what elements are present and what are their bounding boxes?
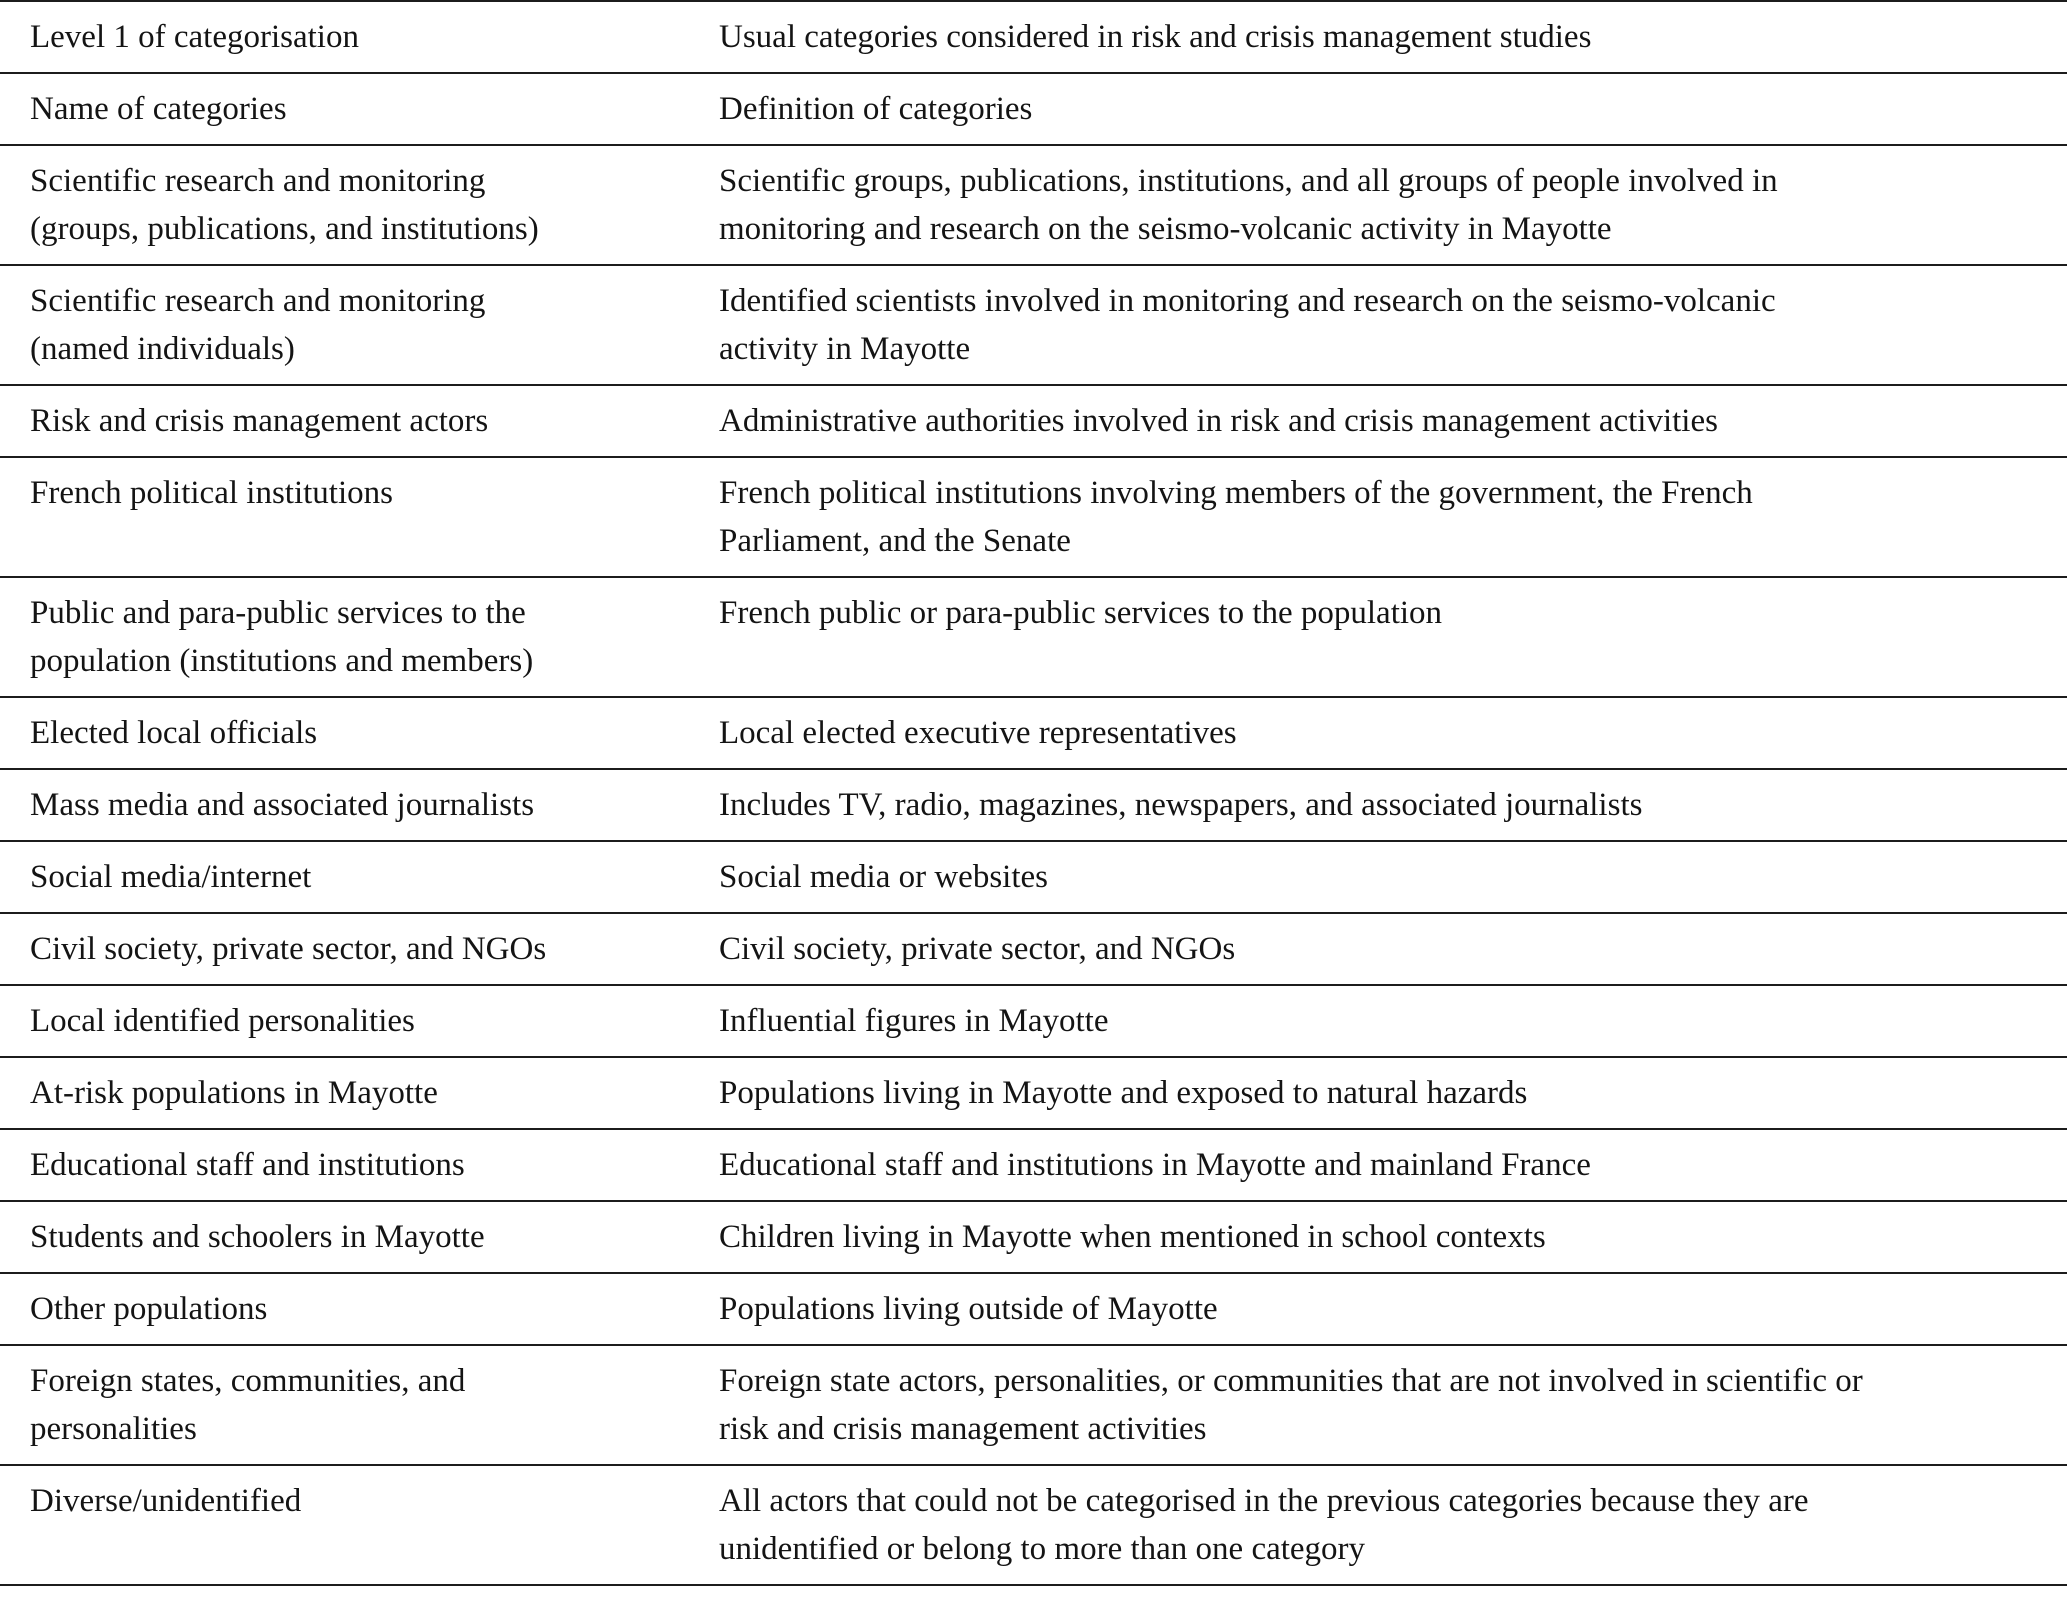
category-cell: At-risk populations in Mayotte — [30, 1075, 438, 1111]
definition-cell: French political institutions involving … — [719, 475, 1753, 559]
definition-cell: Definition of categories — [719, 91, 1033, 127]
table-row: Local identified personalities Influenti… — [0, 985, 2067, 1057]
table-row: Other populations Populations living out… — [0, 1273, 2067, 1345]
table-row: Social media/internet Social media or we… — [0, 841, 2067, 913]
category-cell: Diverse/unidentified — [30, 1483, 302, 1519]
table-row: Mass media and associated journalists In… — [0, 769, 2067, 841]
category-cell: Risk and crisis management actors — [30, 403, 489, 439]
header-row-level: Level 1 of categorisation Usual categori… — [0, 1, 2067, 73]
table-row: Public and para-public services to the p… — [0, 577, 2067, 697]
category-cell: Scientific research and monitoring (grou… — [30, 163, 539, 247]
header-row-names: Name of categories Definition of categor… — [0, 73, 2067, 145]
table-row: Diverse/unidentified All actors that cou… — [0, 1465, 2067, 1585]
category-cell: Elected local officials — [30, 715, 318, 751]
table-row: Scientific research and monitoring (name… — [0, 265, 2067, 385]
category-cell: Civil society, private sector, and NGOs — [30, 931, 547, 967]
definition-cell: Administrative authorities involved in r… — [719, 403, 1718, 439]
table-row: Scientific research and monitoring (grou… — [0, 145, 2067, 265]
definition-cell: Local elected executive representatives — [719, 715, 1237, 751]
table-row: Foreign states, communities, and persona… — [0, 1345, 2067, 1465]
definition-cell: French public or para-public services to… — [719, 595, 1443, 631]
definition-cell: Populations living in Mayotte and expose… — [719, 1075, 1528, 1111]
category-cell: Mass media and associated journalists — [30, 787, 535, 823]
definition-cell: Civil society, private sector, and NGOs — [719, 931, 1236, 967]
definition-cell: Usual categories considered in risk and … — [719, 19, 1592, 55]
table-row: At-risk populations in Mayotte Populatio… — [0, 1057, 2067, 1129]
definition-cell: All actors that could not be categorised… — [719, 1483, 1809, 1567]
definition-cell: Social media or websites — [719, 859, 1049, 895]
definition-cell: Populations living outside of Mayotte — [719, 1291, 1218, 1327]
table-row: Elected local officials Local elected ex… — [0, 697, 2067, 769]
category-cell: Level 1 of categorisation — [30, 19, 359, 55]
definition-cell: Includes TV, radio, magazines, newspaper… — [719, 787, 1643, 823]
category-cell: Public and para-public services to the p… — [30, 595, 534, 679]
definition-cell: Foreign state actors, personalities, or … — [719, 1363, 1863, 1447]
definition-cell: Children living in Mayotte when mentione… — [719, 1219, 1546, 1255]
category-cell: Name of categories — [30, 91, 287, 127]
category-cell: Social media/internet — [30, 859, 312, 895]
category-cell: Foreign states, communities, and persona… — [30, 1363, 466, 1447]
category-cell: Other populations — [30, 1291, 268, 1327]
table-row: French political institutions French pol… — [0, 457, 2067, 577]
category-cell: French political institutions — [30, 475, 393, 511]
definition-cell: Educational staff and institutions in Ma… — [719, 1147, 1591, 1183]
definition-cell: Scientific groups, publications, institu… — [719, 163, 1778, 247]
category-cell: Scientific research and monitoring (name… — [30, 283, 486, 367]
table-row: Risk and crisis management actors Admini… — [0, 385, 2067, 457]
table-row: Students and schoolers in Mayotte Childr… — [0, 1201, 2067, 1273]
definition-cell: Influential figures in Mayotte — [719, 1003, 1109, 1039]
category-cell: Educational staff and institutions — [30, 1147, 465, 1183]
table-row: Civil society, private sector, and NGOs … — [0, 913, 2067, 985]
category-cell: Students and schoolers in Mayotte — [30, 1219, 485, 1255]
table-row: Educational staff and institutions Educa… — [0, 1129, 2067, 1201]
category-cell: Local identified personalities — [30, 1003, 415, 1039]
definition-cell: Identified scientists involved in monito… — [719, 283, 1776, 367]
